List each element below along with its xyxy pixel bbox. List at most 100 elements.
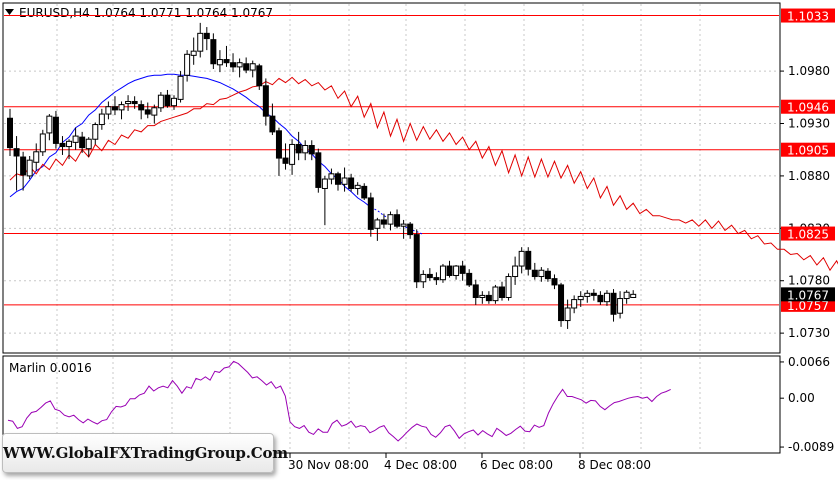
candle-bear bbox=[525, 250, 532, 270]
candle-bear bbox=[426, 273, 433, 279]
candle-bull bbox=[617, 298, 624, 314]
candle-bear bbox=[394, 214, 401, 227]
candle-bear bbox=[52, 116, 59, 144]
candle-bear bbox=[138, 104, 145, 111]
candle-bull bbox=[400, 223, 407, 227]
indicator-axis: 0.0066 0.00 -0.0089 bbox=[780, 355, 834, 454]
candle-bear bbox=[243, 63, 250, 71]
level-price-label: 1.1033 bbox=[787, 10, 829, 24]
candle-bear bbox=[7, 117, 13, 149]
candle-bear bbox=[558, 284, 565, 322]
candle-bear bbox=[295, 143, 302, 154]
chart-title: EURUSD,H4 1.0764 1.0771 1.0764 1.0767 bbox=[19, 6, 273, 20]
candle-bear bbox=[111, 106, 118, 111]
ma-red-line bbox=[9, 76, 838, 272]
candle-bull bbox=[505, 276, 512, 298]
y-tick-label: 1.0980 bbox=[788, 64, 830, 78]
x-tick-label: 8 Dec 08:00 bbox=[578, 458, 651, 472]
candle-bear bbox=[315, 152, 322, 188]
candle-bear bbox=[531, 269, 538, 278]
y-tick-label: 1.0780 bbox=[788, 274, 830, 288]
candle-bear bbox=[348, 177, 355, 189]
y-tick-label: 1.0730 bbox=[788, 326, 830, 340]
candle-bear bbox=[131, 100, 138, 105]
x-tick-label: 30 Nov 08:00 bbox=[288, 458, 369, 472]
candle-bull bbox=[420, 273, 427, 283]
candle-bull bbox=[249, 63, 256, 71]
level-price-tag bbox=[781, 226, 835, 241]
candle-bull bbox=[26, 159, 33, 177]
candle-bull bbox=[603, 292, 610, 303]
candle-bear bbox=[485, 294, 492, 302]
candle-bull bbox=[236, 62, 243, 68]
candle-bear bbox=[13, 148, 20, 157]
current-price-tag bbox=[781, 287, 835, 302]
candle-bull bbox=[564, 307, 571, 322]
candle-bear bbox=[79, 136, 86, 149]
candle-bull bbox=[125, 100, 132, 105]
candle-bull bbox=[118, 104, 125, 111]
candle-bull bbox=[492, 286, 499, 302]
level-price-tag bbox=[781, 142, 835, 157]
level-lines bbox=[4, 15, 779, 306]
candle-bear bbox=[203, 32, 210, 40]
candle-bear bbox=[361, 185, 368, 199]
candle-bull bbox=[46, 115, 53, 134]
candle-bear bbox=[262, 85, 269, 117]
candle-bull bbox=[321, 178, 328, 189]
candle-bull bbox=[354, 184, 361, 189]
candle-bull bbox=[184, 53, 191, 76]
candle-bull bbox=[623, 291, 630, 300]
vertical-grid bbox=[56, 4, 701, 452]
candle-bull bbox=[630, 293, 637, 298]
x-tick-label: 4 Dec 08:00 bbox=[384, 458, 457, 472]
time-axis: 30 Nov 08:00 4 Dec 08:00 6 Dec 08:00 8 Dec … bbox=[288, 453, 651, 472]
candle-bull bbox=[374, 219, 381, 229]
collapse-arrow-icon[interactable] bbox=[5, 9, 14, 15]
ma-blue-path-projection bbox=[370, 206, 424, 236]
candle-bear bbox=[275, 130, 282, 159]
candle-bear bbox=[590, 292, 597, 296]
candle-bear bbox=[433, 277, 440, 281]
candle-bull bbox=[341, 177, 348, 185]
candle-bear bbox=[446, 265, 453, 276]
candle-bear bbox=[223, 59, 230, 64]
indicator-tick-label: -0.0089 bbox=[788, 440, 834, 454]
ma-red-path bbox=[9, 76, 838, 272]
candle-bull bbox=[302, 145, 309, 154]
candle-bull bbox=[439, 265, 446, 281]
candle-bull bbox=[171, 97, 177, 107]
candle-bear bbox=[407, 223, 414, 236]
level-price-tag bbox=[781, 99, 835, 114]
price-axis: 1.09801.09301.08801.08301.07801.07301.10… bbox=[780, 8, 835, 340]
candle-bull bbox=[85, 138, 92, 150]
x-tick-label: 6 Dec 08:00 bbox=[480, 458, 553, 472]
price-pane[interactable] bbox=[2, 2, 781, 354]
marlin-line bbox=[7, 360, 671, 442]
candle-bull bbox=[387, 214, 394, 225]
candle-bear bbox=[472, 284, 479, 298]
candle-bull bbox=[512, 265, 519, 278]
marlin-indicator bbox=[7, 360, 671, 442]
candle-bull bbox=[105, 106, 112, 115]
candle-bear bbox=[551, 278, 558, 286]
candle-bear bbox=[59, 142, 66, 148]
candle-bear bbox=[459, 265, 466, 274]
candle-bull bbox=[92, 124, 99, 140]
candle-bear bbox=[164, 94, 171, 107]
candle-bull bbox=[289, 143, 296, 165]
candle-bull bbox=[98, 113, 105, 126]
candle-bull bbox=[190, 50, 197, 56]
candles bbox=[7, 22, 637, 329]
candle-bull bbox=[39, 133, 46, 153]
level-price-label: 1.0757 bbox=[787, 299, 829, 313]
indicator-tick-label: 0.0066 bbox=[788, 355, 830, 369]
candle-bear bbox=[144, 109, 151, 115]
current-price-label: 1.0767 bbox=[787, 288, 829, 302]
candle-bull bbox=[571, 299, 578, 309]
candle-bear bbox=[269, 115, 276, 133]
candle-bull bbox=[453, 265, 460, 276]
indicator-title: Marlin 0.0016 bbox=[9, 361, 92, 375]
candle-bull bbox=[577, 295, 584, 301]
